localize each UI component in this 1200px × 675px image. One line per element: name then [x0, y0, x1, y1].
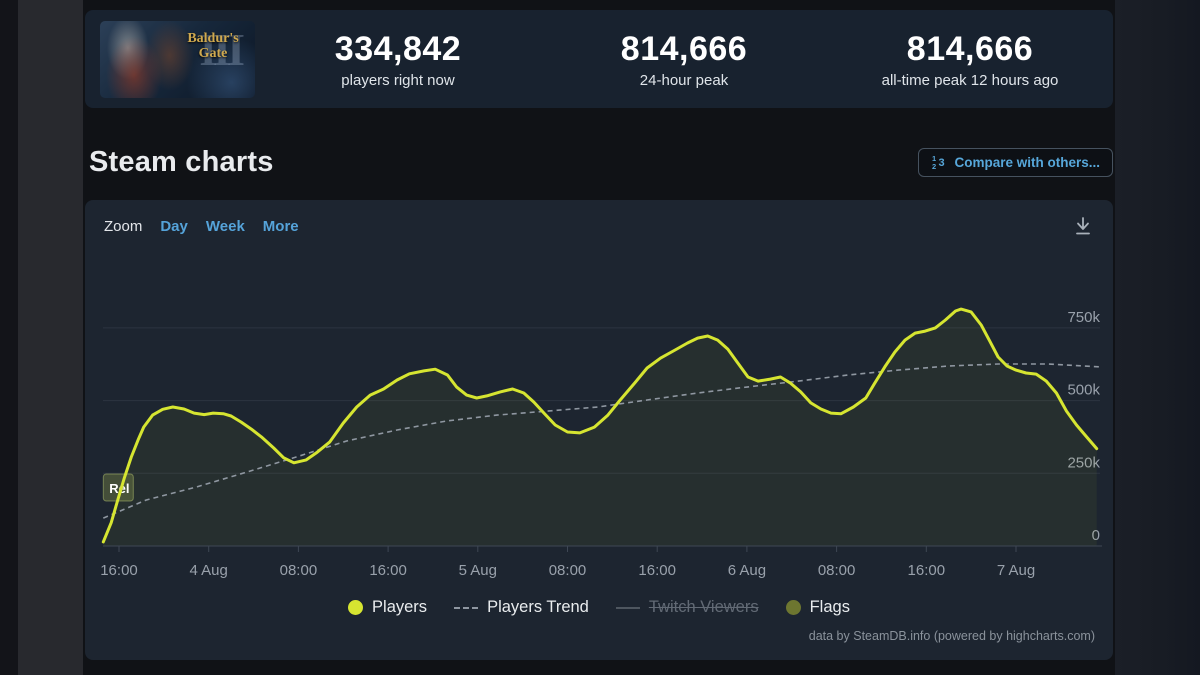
y-axis-label: 500k: [1067, 382, 1100, 399]
x-axis-label: 16:00: [908, 562, 946, 579]
chart-legend: Players Players Trend Twitch Viewers Fla…: [85, 598, 1113, 617]
stat-value: 334,842: [334, 29, 462, 68]
compare-with-others-button[interactable]: 1 2 3 Compare with others...: [918, 147, 1113, 177]
chart-credits: data by SteamDB.info (powered by highcha…: [808, 629, 1095, 643]
zoom-range-week[interactable]: Week: [205, 218, 245, 235]
legend-label: Flags: [809, 598, 850, 616]
y-axis-label: 0: [1092, 527, 1100, 544]
legend-label: Players Trend: [487, 598, 589, 616]
steam-charts-panel: 0 250k 500k 750k Rel 16:00 4 Aug 08:00 16:00 5 Au…: [85, 200, 1113, 660]
x-axis-label: 16:00: [369, 562, 407, 579]
x-axis-label: 6 Aug: [728, 562, 766, 579]
game-capsule-image: III Baldur's Gate: [100, 20, 255, 98]
page-margin-right: [1115, 0, 1200, 675]
legend-label: Twitch Viewers: [648, 598, 759, 616]
stat-label: 24-hour peak: [639, 71, 729, 89]
stat-label: players right now: [341, 71, 455, 89]
game-logo-numeral: III: [199, 23, 245, 75]
x-axis-label: 5 Aug: [459, 562, 497, 579]
players-line: [101, 307, 1099, 544]
page-gutter-left: [18, 0, 83, 675]
x-axis-label: 08:00: [549, 562, 587, 579]
svg-text:2: 2: [932, 162, 936, 170]
legend-item-players-trend[interactable]: Players Trend: [454, 598, 589, 617]
stat-label: all-time peak 12 hours ago: [881, 71, 1059, 89]
x-axis-label: 16:00: [638, 562, 676, 579]
trend-marker-icon: [454, 606, 479, 609]
players-area-fill: [103, 309, 1097, 546]
players-marker-icon: [348, 600, 364, 615]
stat-value: 814,666: [620, 29, 748, 68]
stat-value: 814,666: [906, 29, 1034, 68]
zoom-range-more[interactable]: More: [262, 218, 299, 235]
x-axis-label: 4 Aug: [190, 562, 228, 579]
page-content: III Baldur's Gate 334,842 players right …: [83, 0, 1115, 675]
svg-text:1: 1: [932, 154, 936, 163]
release-flag-label: Rel: [109, 481, 129, 496]
flags-marker-icon: [785, 600, 801, 615]
sort-numeric-icon: 1 2 3: [932, 154, 945, 170]
download-chart-button[interactable]: [1069, 212, 1097, 240]
zoom-label: Zoom: [104, 218, 143, 235]
y-axis-label: 250k: [1067, 454, 1100, 471]
legend-item-players[interactable]: Players: [348, 598, 427, 617]
game-logo: Baldur's Gate: [187, 30, 239, 61]
x-axis-label: 16:00: [100, 562, 138, 579]
players-chart-canvas[interactable]: 0 250k 500k 750k Rel 16:00 4 Aug 08:00 16:00 5 Au…: [85, 200, 1113, 660]
x-axis-label: 08:00: [818, 562, 856, 579]
x-axis-label: 08:00: [280, 562, 318, 579]
x-axis-label: 7 Aug: [997, 562, 1035, 579]
page-title: Steam charts: [89, 145, 274, 178]
svg-text:3: 3: [939, 157, 945, 169]
screen-edge-left: [0, 0, 18, 675]
chart-zoom-controls: Zoom Day Week More: [104, 218, 299, 235]
section-header: Steam charts 1 2 3 Compare with others..…: [85, 140, 1113, 184]
compare-button-label: Compare with others...: [954, 154, 1100, 170]
stat-alltime-peak: 814,666 all-time peak 12 hours ago: [827, 30, 1113, 89]
legend-item-flags[interactable]: Flags: [785, 598, 850, 617]
zoom-range-day[interactable]: Day: [160, 218, 188, 235]
legend-label: Players: [372, 598, 428, 616]
player-stats-panel: III Baldur's Gate 334,842 players right …: [85, 10, 1113, 108]
twitch-marker-icon: [615, 606, 640, 609]
legend-item-twitch-viewers[interactable]: Twitch Viewers: [615, 598, 759, 617]
stat-24h-peak: 814,666 24-hour peak: [541, 30, 827, 89]
stat-current-players: 334,842 players right now: [255, 30, 541, 89]
download-icon: [1076, 217, 1090, 235]
y-axis-label: 750k: [1067, 309, 1100, 326]
